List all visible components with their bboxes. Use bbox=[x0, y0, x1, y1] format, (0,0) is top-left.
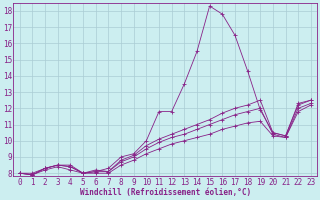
X-axis label: Windchill (Refroidissement éolien,°C): Windchill (Refroidissement éolien,°C) bbox=[80, 188, 251, 197]
